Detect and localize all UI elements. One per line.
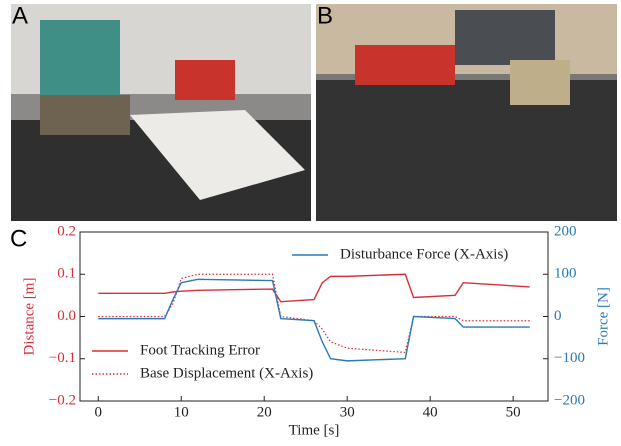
y-tick-label: 0.0: [57, 308, 76, 324]
panel-label: A: [12, 2, 28, 29]
photo-b: [316, 4, 617, 221]
y2-tick-label: −100: [554, 350, 585, 366]
photo-a: [11, 4, 311, 221]
y-tick-label: −0.1: [49, 350, 76, 366]
y2-tick-label: 200: [554, 223, 577, 239]
legend-label: Disturbance Force (X-Axis): [340, 246, 508, 262]
y2-tick-label: 100: [554, 266, 577, 282]
x-tick-label: 40: [423, 404, 438, 420]
y-tick-label: −0.2: [49, 392, 76, 408]
x-tick-label: 30: [340, 404, 355, 420]
y2-tick-label: −200: [554, 392, 585, 408]
panel-label: B: [317, 2, 333, 29]
y-tick-label: 0.2: [57, 223, 76, 239]
y-tick-label: 0.1: [57, 266, 76, 282]
y2-tick-label: 0: [554, 308, 562, 324]
x-tick-label: 0: [95, 404, 103, 420]
x-tick-label: 10: [174, 404, 189, 420]
legend-label: Base Displacement (X-Axis): [140, 365, 313, 381]
legend-label: Foot Tracking Error: [140, 342, 260, 358]
panel-label: C: [10, 225, 27, 252]
series-line: [98, 274, 529, 301]
x-tick-label: 50: [506, 404, 521, 420]
x-tick-label: 20: [257, 404, 272, 420]
figure: A B C 0 10 20 30 40 50 −0.2 −0.1 0.0 0.1 0.2 −200 −1…: [0, 0, 621, 441]
series-line: [98, 274, 529, 352]
y-axis-label: Distance [m]: [21, 278, 37, 356]
page: A B C 0 10 20 30 40 50 −0.2 −0.1 0.0 0.1 0.2 −200 −1…: [0, 0, 621, 441]
x-axis-label: Time [s]: [289, 422, 340, 438]
y2-axis-label: Force [N]: [595, 287, 611, 346]
